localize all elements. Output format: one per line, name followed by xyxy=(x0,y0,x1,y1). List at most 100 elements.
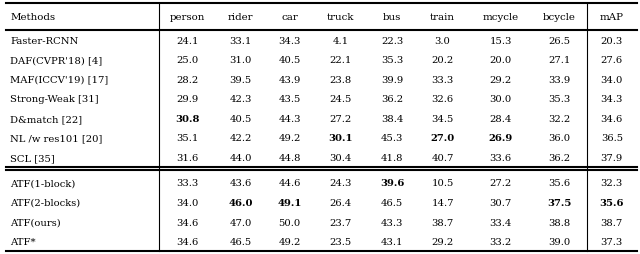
Text: 41.8: 41.8 xyxy=(381,153,403,162)
Text: 24.5: 24.5 xyxy=(330,95,352,104)
Text: 28.4: 28.4 xyxy=(490,114,512,123)
Text: 37.3: 37.3 xyxy=(601,237,623,246)
Text: 44.0: 44.0 xyxy=(230,153,252,162)
Text: 23.5: 23.5 xyxy=(330,237,352,246)
Text: 26.5: 26.5 xyxy=(548,36,571,45)
Text: 34.3: 34.3 xyxy=(601,95,623,104)
Text: 24.1: 24.1 xyxy=(177,36,199,45)
Text: mcycle: mcycle xyxy=(483,13,519,22)
Text: 35.3: 35.3 xyxy=(548,95,571,104)
Text: 27.2: 27.2 xyxy=(330,114,352,123)
Text: 46.5: 46.5 xyxy=(381,198,403,207)
Text: 43.5: 43.5 xyxy=(278,95,301,104)
Text: 23.7: 23.7 xyxy=(330,218,352,227)
Text: bcycle: bcycle xyxy=(543,13,576,22)
Text: ATF(ours): ATF(ours) xyxy=(10,218,61,227)
Text: ATF*: ATF* xyxy=(10,237,36,246)
Text: 42.2: 42.2 xyxy=(230,134,252,143)
Text: train: train xyxy=(430,13,455,22)
Text: 33.3: 33.3 xyxy=(177,179,199,188)
Text: 20.0: 20.0 xyxy=(490,56,512,65)
Text: 27.0: 27.0 xyxy=(431,134,455,143)
Text: 31.0: 31.0 xyxy=(230,56,252,65)
Text: 49.2: 49.2 xyxy=(278,134,301,143)
Text: MAF(ICCV'19) [17]: MAF(ICCV'19) [17] xyxy=(10,75,109,84)
Text: 47.0: 47.0 xyxy=(230,218,252,227)
Text: 15.3: 15.3 xyxy=(490,36,512,45)
Text: 38.4: 38.4 xyxy=(381,114,403,123)
Text: truck: truck xyxy=(327,13,355,22)
Text: 10.5: 10.5 xyxy=(431,179,454,188)
Text: 40.5: 40.5 xyxy=(230,114,252,123)
Text: 23.8: 23.8 xyxy=(330,75,352,84)
Text: 32.2: 32.2 xyxy=(548,114,571,123)
Text: 33.3: 33.3 xyxy=(431,75,454,84)
Text: 45.3: 45.3 xyxy=(381,134,403,143)
Text: 35.6: 35.6 xyxy=(600,198,624,207)
Text: bus: bus xyxy=(383,13,401,22)
Text: 36.2: 36.2 xyxy=(381,95,403,104)
Text: 31.6: 31.6 xyxy=(177,153,199,162)
Text: 37.5: 37.5 xyxy=(547,198,572,207)
Text: 33.4: 33.4 xyxy=(490,218,512,227)
Text: 36.2: 36.2 xyxy=(548,153,571,162)
Text: D&match [22]: D&match [22] xyxy=(10,114,83,123)
Text: 29.9: 29.9 xyxy=(177,95,199,104)
Text: 39.9: 39.9 xyxy=(381,75,403,84)
Text: 34.6: 34.6 xyxy=(177,237,199,246)
Text: Strong-Weak [31]: Strong-Weak [31] xyxy=(10,95,99,104)
Text: ATF(2-blocks): ATF(2-blocks) xyxy=(10,198,81,207)
Text: 49.1: 49.1 xyxy=(278,198,302,207)
Text: 25.0: 25.0 xyxy=(177,56,199,65)
Text: rider: rider xyxy=(228,13,253,22)
Text: 34.5: 34.5 xyxy=(431,114,454,123)
Text: 32.3: 32.3 xyxy=(601,179,623,188)
Text: 43.1: 43.1 xyxy=(381,237,403,246)
Text: ATF(1-block): ATF(1-block) xyxy=(10,179,76,188)
Text: 4.1: 4.1 xyxy=(333,36,349,45)
Text: 37.9: 37.9 xyxy=(601,153,623,162)
Text: 36.5: 36.5 xyxy=(601,134,623,143)
Text: 46.5: 46.5 xyxy=(230,237,252,246)
Text: 30.1: 30.1 xyxy=(328,134,353,143)
Text: 38.8: 38.8 xyxy=(548,218,571,227)
Text: 22.3: 22.3 xyxy=(381,36,403,45)
Text: 39.5: 39.5 xyxy=(230,75,252,84)
Text: 28.2: 28.2 xyxy=(177,75,199,84)
Text: 34.0: 34.0 xyxy=(177,198,199,207)
Text: 39.6: 39.6 xyxy=(380,179,404,188)
Text: 44.8: 44.8 xyxy=(278,153,301,162)
Text: SCL [35]: SCL [35] xyxy=(10,153,55,162)
Text: 26.4: 26.4 xyxy=(330,198,352,207)
Text: 44.6: 44.6 xyxy=(278,179,301,188)
Text: 20.3: 20.3 xyxy=(601,36,623,45)
Text: 27.6: 27.6 xyxy=(601,56,623,65)
Text: Faster-RCNN: Faster-RCNN xyxy=(10,36,79,45)
Text: 38.7: 38.7 xyxy=(601,218,623,227)
Text: 30.7: 30.7 xyxy=(490,198,512,207)
Text: 46.0: 46.0 xyxy=(228,198,253,207)
Text: 30.0: 30.0 xyxy=(490,95,512,104)
Text: 40.7: 40.7 xyxy=(431,153,454,162)
Text: 26.9: 26.9 xyxy=(489,134,513,143)
Text: 22.1: 22.1 xyxy=(330,56,352,65)
Text: 32.6: 32.6 xyxy=(431,95,454,104)
Text: 34.6: 34.6 xyxy=(601,114,623,123)
Text: car: car xyxy=(282,13,298,22)
Text: 27.1: 27.1 xyxy=(548,56,571,65)
Text: 29.2: 29.2 xyxy=(490,75,512,84)
Text: 43.3: 43.3 xyxy=(381,218,403,227)
Text: 30.4: 30.4 xyxy=(330,153,352,162)
Text: 33.1: 33.1 xyxy=(230,36,252,45)
Text: 34.0: 34.0 xyxy=(601,75,623,84)
Text: 43.6: 43.6 xyxy=(230,179,252,188)
Text: 3.0: 3.0 xyxy=(435,36,451,45)
Text: 33.9: 33.9 xyxy=(548,75,571,84)
Text: 33.6: 33.6 xyxy=(490,153,512,162)
Text: 42.3: 42.3 xyxy=(230,95,252,104)
Text: 30.8: 30.8 xyxy=(175,114,200,123)
Text: 34.3: 34.3 xyxy=(278,36,301,45)
Text: 40.5: 40.5 xyxy=(278,56,301,65)
Text: 29.2: 29.2 xyxy=(431,237,454,246)
Text: 36.0: 36.0 xyxy=(548,134,571,143)
